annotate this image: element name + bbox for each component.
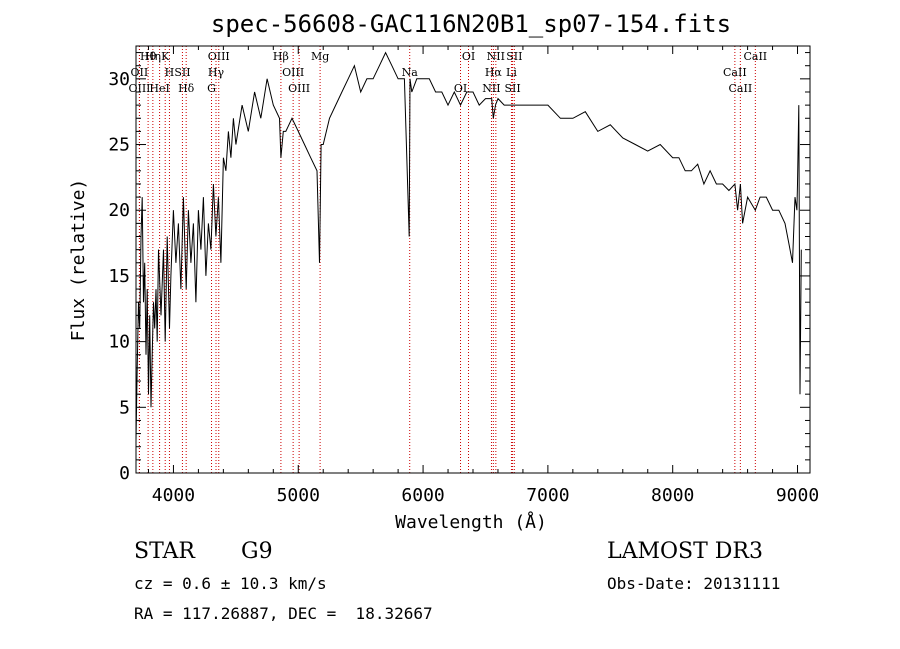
line-label: HeI bbox=[149, 82, 169, 95]
line-label: Na bbox=[402, 66, 419, 79]
line-label: OIII bbox=[282, 66, 304, 79]
chart-title: spec-56608-GAC116N20B1_sp07-154.fits bbox=[211, 10, 731, 38]
line-label: NII bbox=[482, 82, 500, 95]
spectral-line-markers bbox=[138, 46, 756, 473]
line-label: H bbox=[165, 66, 175, 79]
line-label: NII bbox=[487, 50, 505, 63]
line-label: OI bbox=[462, 50, 475, 63]
line-label: Hγ bbox=[208, 66, 225, 79]
line-label: Mg bbox=[311, 50, 329, 63]
y-axis-label: Flux (relative) bbox=[68, 179, 89, 342]
spectral-line-labels: Hθ OII OIII KH HeI Hη SII Hδ OIII Hγ G Hβ OIII OIII Mg… bbox=[128, 50, 767, 95]
x-axis-ticks: 4000 5000 6000 7000 8000 9000 bbox=[147, 46, 819, 506]
redshift-velocity: cz = 0.6 ± 10.3 km/s bbox=[134, 574, 327, 593]
line-label: Hβ bbox=[273, 50, 289, 63]
observation-date: Obs-Date: 20131111 bbox=[607, 574, 781, 593]
plot-frame bbox=[135, 45, 811, 474]
line-label: Hη bbox=[145, 50, 161, 63]
y-tick-label: 5 bbox=[119, 397, 130, 418]
y-tick-label: 20 bbox=[108, 200, 130, 221]
y-axis-ticks: 0 5 10 15 20 25 30 bbox=[108, 52, 810, 484]
object-class: STAR bbox=[134, 539, 195, 564]
y-tick-label: 0 bbox=[119, 463, 130, 484]
x-tick-label: 6000 bbox=[401, 485, 444, 506]
line-label: CaII bbox=[729, 82, 753, 95]
object-subclass: G9 bbox=[241, 539, 273, 564]
line-label: CaII bbox=[723, 66, 747, 79]
x-axis-label: Wavelength (Å) bbox=[395, 511, 547, 533]
line-label: OI bbox=[454, 82, 467, 95]
y-tick-label: 30 bbox=[108, 69, 130, 90]
line-label: Hα bbox=[485, 66, 503, 79]
flux-line bbox=[135, 51, 802, 441]
survey-name: LAMOST DR3 bbox=[607, 539, 763, 564]
line-label: Hθ bbox=[140, 50, 157, 63]
line-label: OII bbox=[131, 66, 149, 79]
line-label: G bbox=[207, 82, 216, 95]
y-tick-label: 15 bbox=[108, 266, 130, 287]
y-tick-label: 25 bbox=[108, 135, 130, 156]
x-tick-label: 9000 bbox=[776, 485, 819, 506]
line-label: OIII bbox=[208, 50, 230, 63]
x-tick-label: 7000 bbox=[526, 485, 569, 506]
line-label: OIII bbox=[288, 82, 310, 95]
x-tick-label: 5000 bbox=[277, 485, 320, 506]
line-label: Li bbox=[506, 66, 517, 79]
line-label: K bbox=[161, 50, 170, 63]
x-tick-label: 8000 bbox=[651, 485, 694, 506]
line-label: Hδ bbox=[178, 82, 195, 95]
line-label: SII bbox=[504, 82, 520, 95]
line-label: SII bbox=[506, 50, 522, 63]
line-label: CaII bbox=[743, 50, 767, 63]
x-tick-label: 4000 bbox=[152, 485, 195, 506]
coordinates: RA = 117.26887, DEC = 18.32667 bbox=[134, 604, 433, 623]
line-label: SII bbox=[174, 66, 190, 79]
y-tick-label: 10 bbox=[108, 332, 130, 353]
line-label: OIII bbox=[128, 82, 150, 95]
